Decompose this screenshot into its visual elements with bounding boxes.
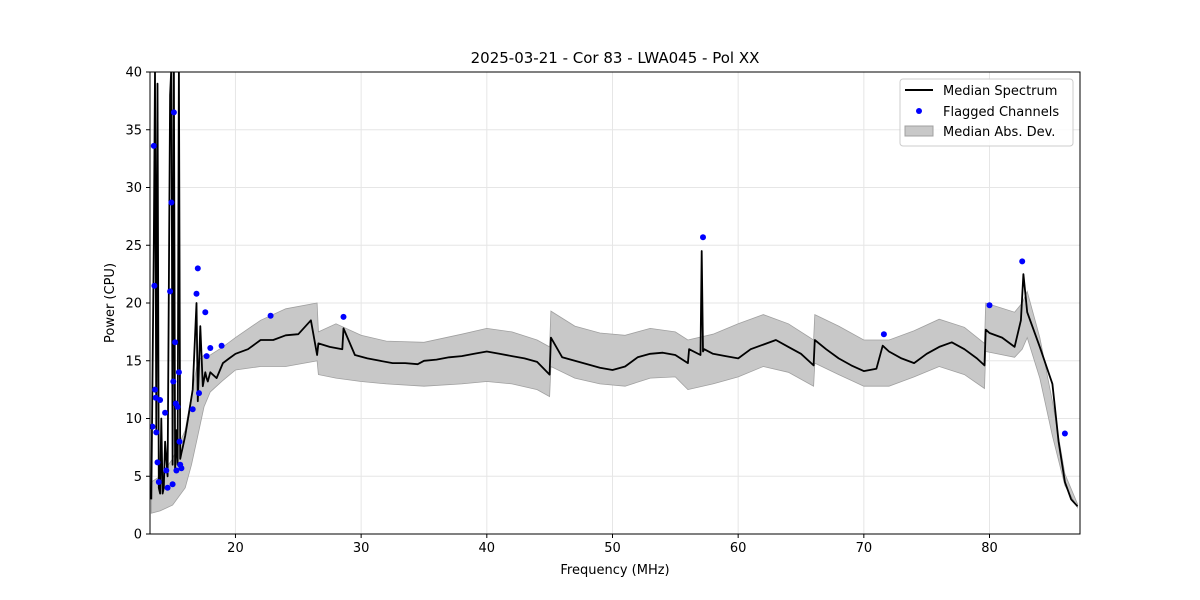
flagged-channel-point xyxy=(150,142,157,149)
legend-flagged-marker xyxy=(916,108,922,114)
x-tick-label: 20 xyxy=(227,541,244,556)
x-tick-label: 70 xyxy=(856,541,873,556)
y-tick-label: 5 xyxy=(134,470,142,485)
x-axis-label: Frequency (MHz) xyxy=(560,563,669,578)
flagged-channel-point xyxy=(340,313,347,320)
flagged-channel-point xyxy=(167,288,174,295)
flagged-channel-point xyxy=(157,397,164,403)
flagged-channel-point xyxy=(176,438,183,445)
y-axis-ticks: 0 5 10 15 20 25 30 35 40 xyxy=(125,66,150,543)
flagged-channel-point xyxy=(196,390,202,397)
flagged-channel-point xyxy=(1019,258,1026,265)
y-tick-label: 0 xyxy=(134,528,142,543)
flagged-channel-point xyxy=(170,378,177,385)
y-axis-label: Power (CPU) xyxy=(103,263,118,343)
flagged-channel-point xyxy=(986,302,993,309)
flagged-channel-point xyxy=(203,353,210,360)
x-tick-label: 50 xyxy=(604,541,621,556)
y-tick-label: 25 xyxy=(125,239,142,254)
y-tick-label: 40 xyxy=(125,66,142,81)
flagged-channel-point xyxy=(153,429,160,436)
flagged-channel-point xyxy=(194,265,201,272)
y-tick-label: 20 xyxy=(125,297,142,312)
flagged-channel-point xyxy=(173,467,180,474)
flagged-points-layer xyxy=(149,109,1068,491)
flagged-channel-point xyxy=(155,479,162,485)
chart-title: 2025-03-21 - Cor 83 - LWA045 - Pol XX xyxy=(471,49,760,67)
flagged-channel-point xyxy=(189,406,196,413)
flagged-channel-point xyxy=(170,109,177,116)
flagged-channel-point xyxy=(193,290,200,297)
flagged-channel-point xyxy=(168,199,175,206)
median-spectrum-line xyxy=(150,72,1079,507)
legend-box xyxy=(899,78,1074,147)
x-axis-ticks: 20 30 40 50 60 70 80 xyxy=(227,534,998,556)
y-tick-label: 15 xyxy=(125,354,142,369)
x-tick-label: 40 xyxy=(479,541,496,556)
flagged-channel-point xyxy=(267,312,274,319)
y-tick-label: 30 xyxy=(125,181,142,196)
flagged-channel-point xyxy=(1061,430,1068,437)
x-tick-label: 30 xyxy=(353,541,370,556)
flagged-channel-point xyxy=(151,282,158,289)
mad-band-layer xyxy=(150,290,1078,514)
flagged-channel-point xyxy=(152,386,158,393)
y-tick-label: 10 xyxy=(125,412,142,427)
flagged-channel-point xyxy=(169,481,176,488)
x-tick-label: 60 xyxy=(730,541,747,556)
legend-median-label: Median Spectrum xyxy=(943,84,1057,99)
flagged-channel-point xyxy=(164,484,171,491)
flagged-channel-point xyxy=(202,309,209,316)
mad-band xyxy=(150,290,1078,514)
flagged-channel-point xyxy=(218,342,225,349)
legend-mad-swatch xyxy=(904,125,934,137)
x-tick-label: 80 xyxy=(981,541,998,556)
flagged-channel-point xyxy=(149,423,156,430)
flagged-channel-point xyxy=(163,467,170,474)
flagged-channel-point xyxy=(162,409,169,416)
y-tick-label: 35 xyxy=(125,123,142,138)
legend: Median Spectrum Flagged Channels Median … xyxy=(899,78,1074,147)
flagged-channel-point xyxy=(880,331,887,338)
flagged-channel-point xyxy=(172,339,179,346)
flagged-channel-point xyxy=(207,345,214,351)
flagged-channel-point xyxy=(174,403,181,410)
median-line-layer xyxy=(150,72,1079,507)
flagged-channel-point xyxy=(152,394,159,401)
flagged-channel-point xyxy=(154,459,161,466)
legend-flagged-label: Flagged Channels xyxy=(943,105,1059,120)
legend-mad-label: Median Abs. Dev. xyxy=(943,125,1055,140)
flagged-channel-point xyxy=(175,369,182,376)
flagged-channel-point xyxy=(700,234,706,241)
flagged-channel-point xyxy=(178,465,185,472)
